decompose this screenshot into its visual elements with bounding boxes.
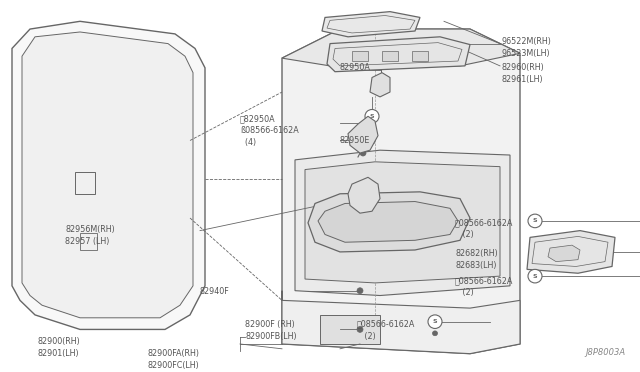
Text: S: S [532, 274, 538, 279]
Polygon shape [348, 177, 380, 213]
Polygon shape [412, 51, 428, 61]
Circle shape [357, 327, 363, 332]
Polygon shape [12, 21, 205, 330]
Text: S: S [370, 114, 374, 119]
Polygon shape [382, 51, 398, 61]
Text: Ⓢ08566-6162A
   (2): Ⓢ08566-6162A (2) [357, 320, 415, 340]
Polygon shape [352, 51, 368, 61]
Polygon shape [548, 245, 580, 262]
Polygon shape [322, 12, 420, 37]
Polygon shape [318, 202, 458, 242]
Circle shape [365, 109, 379, 123]
Text: 82900FA(RH)
82900FC(LH): 82900FA(RH) 82900FC(LH) [148, 349, 200, 370]
Text: S: S [532, 218, 538, 224]
Polygon shape [282, 29, 520, 354]
Circle shape [528, 269, 542, 283]
Circle shape [357, 288, 363, 294]
Polygon shape [370, 73, 390, 97]
Text: 82956M(RH)
82957 (LH): 82956M(RH) 82957 (LH) [65, 225, 115, 246]
Polygon shape [308, 192, 470, 252]
Text: 82960(RH)
82961(LH): 82960(RH) 82961(LH) [502, 63, 545, 84]
Polygon shape [282, 291, 520, 354]
Text: 82940F: 82940F [200, 287, 230, 296]
Polygon shape [295, 150, 510, 295]
Polygon shape [327, 37, 470, 72]
Text: 82900F (RH)
82900FB(LH): 82900F (RH) 82900FB(LH) [245, 320, 296, 340]
Polygon shape [22, 32, 193, 318]
Text: 82682(RH)
82683(LH): 82682(RH) 82683(LH) [455, 249, 498, 270]
Polygon shape [282, 29, 520, 66]
Text: 96522M(RH)
96523M(LH): 96522M(RH) 96523M(LH) [502, 37, 552, 58]
Polygon shape [320, 315, 380, 344]
Polygon shape [527, 231, 615, 273]
Circle shape [360, 150, 366, 156]
Circle shape [428, 315, 442, 328]
Polygon shape [305, 162, 500, 283]
Circle shape [528, 214, 542, 228]
Text: 82950A: 82950A [340, 63, 371, 72]
Text: 82950E: 82950E [340, 136, 371, 145]
Circle shape [357, 230, 363, 235]
Circle shape [433, 331, 438, 336]
Text: Ⓢ08566-6162A
   (2): Ⓢ08566-6162A (2) [455, 218, 513, 239]
Text: Ⓢ08566-6162A
   (2): Ⓢ08566-6162A (2) [455, 276, 513, 297]
Polygon shape [348, 116, 378, 153]
Text: Ⓢ82950A
ß08566-6162A
  (4): Ⓢ82950A ß08566-6162A (4) [240, 114, 299, 147]
Text: 82900(RH)
82901(LH): 82900(RH) 82901(LH) [37, 337, 80, 358]
Text: J8P8003A: J8P8003A [585, 347, 625, 357]
Text: S: S [433, 319, 437, 324]
